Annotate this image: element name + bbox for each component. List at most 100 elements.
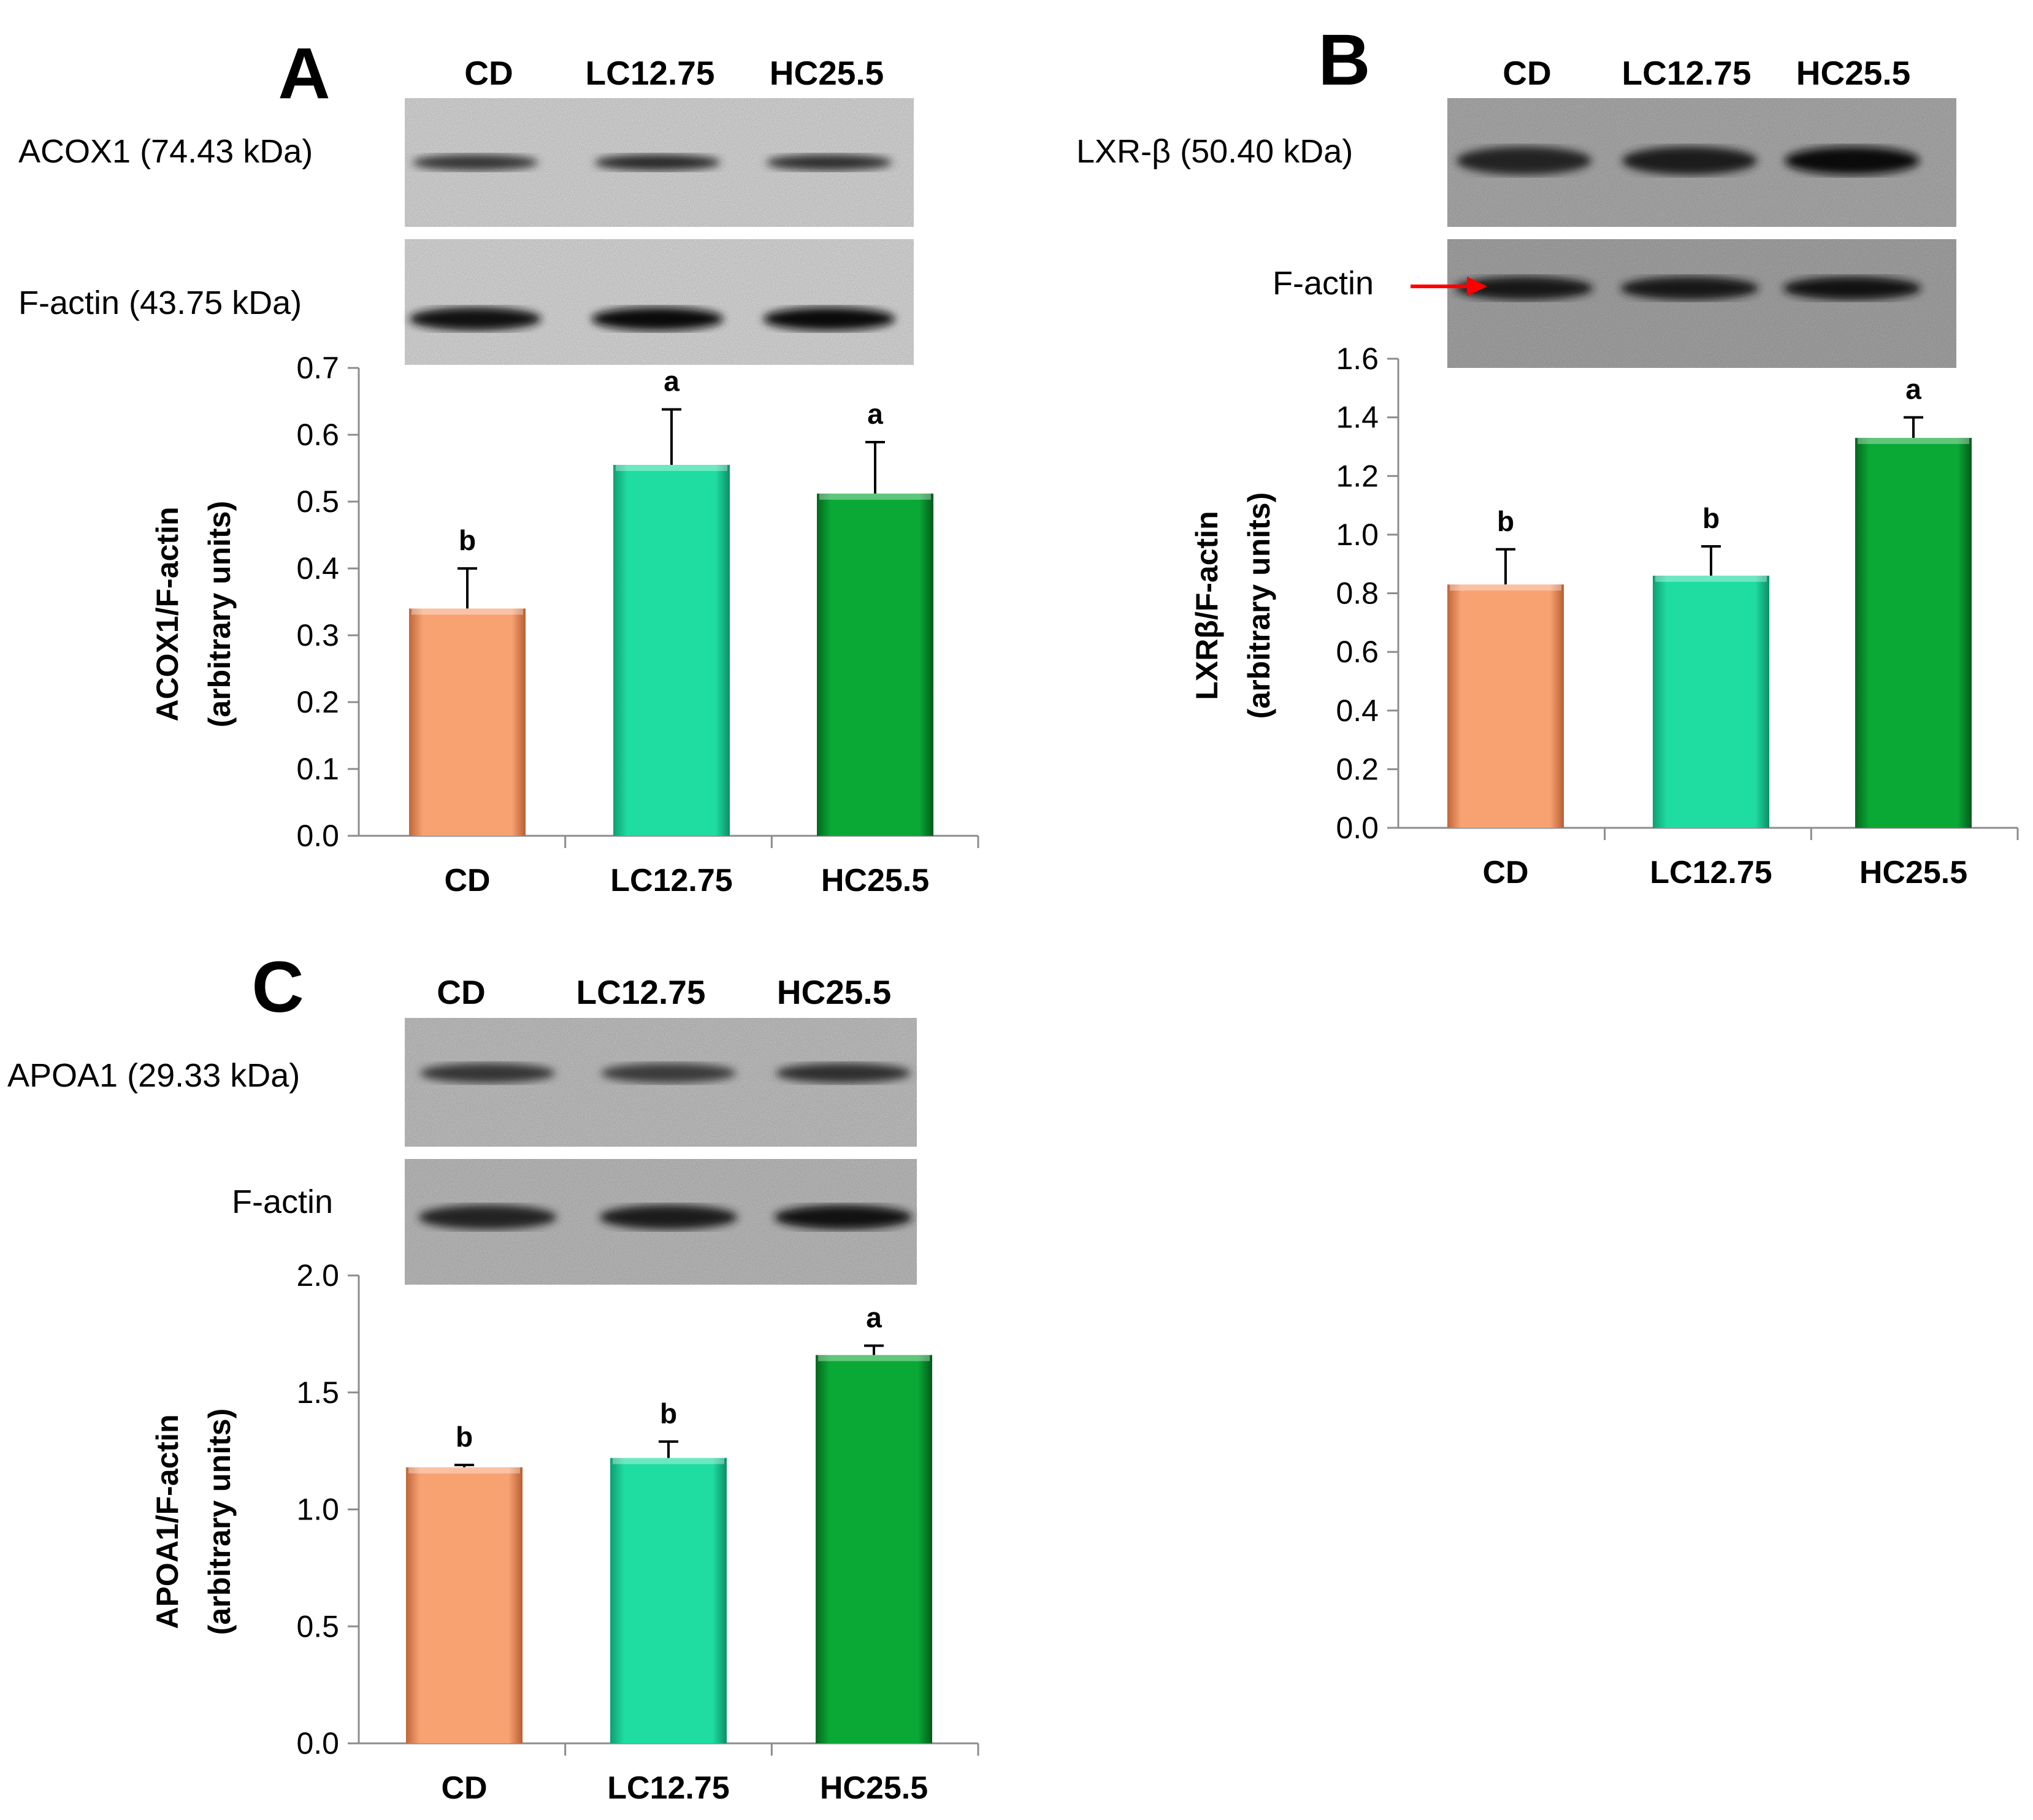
x-category-label: HC25.5 <box>820 1770 928 1806</box>
blot-f-actin <box>1447 239 1956 368</box>
x-category-label: CD <box>1482 855 1528 890</box>
bar-lc12-75 <box>1653 575 1769 828</box>
lane-header: HC25.5 <box>770 54 884 92</box>
bar-highlight <box>818 1355 930 1361</box>
x-category-label: LC12.75 <box>607 1770 729 1806</box>
y-tick-label: 0.5 <box>296 484 339 519</box>
y-tick-label: 2.0 <box>296 1258 339 1293</box>
red-arrow <box>1411 277 1487 296</box>
lane-header: CD <box>437 973 485 1011</box>
y-tick-label: 0.2 <box>1336 752 1379 786</box>
bar-hc25-5 <box>816 1355 932 1743</box>
x-category-label: CD <box>444 863 490 898</box>
blot-noise <box>405 1159 917 1285</box>
bar-hc25-5 <box>817 493 933 836</box>
bar-highlight <box>1655 575 1767 582</box>
y-tick-label: 0.2 <box>296 685 339 719</box>
y-tick-label: 1.0 <box>1336 518 1379 552</box>
y-tick-label: 1.6 <box>1336 342 1379 376</box>
y-axis-label-units: (arbitrary units) <box>202 1409 237 1635</box>
blot-label: LXR-β (50.40 kDa) <box>1076 133 1353 170</box>
y-axis-label: ACOX1/F-actin <box>150 507 185 721</box>
bar-highlight <box>1450 584 1561 591</box>
significance-letter: b <box>1702 502 1720 534</box>
y-tick-label: 0.7 <box>296 351 339 385</box>
panel-letter: A <box>278 33 330 114</box>
y-tick-label: 1.4 <box>1336 400 1379 435</box>
lane-header: HC25.5 <box>1796 54 1910 92</box>
blot-apoa1 <box>405 1018 917 1147</box>
significance-letter: b <box>660 1398 677 1429</box>
x-category-label: LC12.75 <box>610 863 732 898</box>
panel-c: C CD LC12.75 HC25.5 APOA1 (29.33 kDa) F-… <box>7 947 979 1806</box>
bar-highlight <box>616 465 727 472</box>
lane-header: LC12.75 <box>586 54 715 92</box>
y-axis-label-units: (arbitrary units) <box>202 501 237 728</box>
lane-header: LC12.75 <box>576 973 706 1011</box>
bar-hc25-5 <box>1855 438 1972 828</box>
blot-noise <box>405 239 914 365</box>
significance-letter: a <box>867 398 883 430</box>
panel-letter: B <box>1318 20 1370 101</box>
panel-letter: C <box>251 947 304 1028</box>
y-axis-label: LXRβ/F-actin <box>1190 511 1224 700</box>
bar-lc12-75 <box>613 465 730 836</box>
y-tick-label: 0.5 <box>296 1609 339 1643</box>
blot-noise <box>405 98 914 227</box>
blot-label: ACOX1 (74.43 kDa) <box>18 133 313 170</box>
significance-letter: a <box>866 1301 882 1333</box>
blot-noise <box>1447 98 1956 227</box>
significance-letter: b <box>456 1421 473 1453</box>
bar-cd <box>406 1467 523 1743</box>
y-axis-label: APOA1/F-actin <box>150 1414 185 1629</box>
blot-acox1 <box>405 98 914 227</box>
bar-highlight <box>1858 438 1969 445</box>
y-axis-label-units: (arbitrary units) <box>1242 492 1276 719</box>
x-category-label: HC25.5 <box>821 863 929 898</box>
blot-label: F-actin <box>1273 265 1374 302</box>
significance-letter: a <box>664 365 680 397</box>
blot-noise <box>405 1018 917 1147</box>
panel-b: B CD LC12.75 HC25.5 LXR-β (50.40 kDa) F-… <box>1076 20 2019 890</box>
bar-cd <box>409 608 526 836</box>
y-tick-label: 1.5 <box>296 1375 339 1410</box>
y-tick-label: 0.0 <box>296 819 339 853</box>
y-tick-label: 0.8 <box>1336 576 1379 611</box>
y-tick-label: 0.0 <box>1336 811 1379 845</box>
blot-f-actin <box>405 1159 917 1285</box>
blot-noise <box>1447 239 1956 368</box>
lane-header: CD <box>1503 54 1551 92</box>
y-tick-label: 1.2 <box>1336 459 1379 493</box>
y-tick-label: 0.4 <box>1336 694 1379 728</box>
y-tick-label: 0.0 <box>296 1726 339 1761</box>
chart-c: 0.0 0.5 1.0 1.5 2.0 b CD b LC12.75 a HC25.5 APOA1/F… <box>150 1258 979 1806</box>
y-tick-label: 0.4 <box>296 551 339 586</box>
lane-header: LC12.75 <box>1622 54 1752 92</box>
blot-label: APOA1 (29.33 kDa) <box>7 1057 300 1094</box>
x-category-label: LC12.75 <box>1650 855 1772 890</box>
significance-letter: a <box>1905 373 1921 405</box>
chart-b: 0.0 0.2 0.4 0.6 0.8 1.0 1.2 1.4 1.6 b CD b LC12.75 a H… <box>1190 342 2019 890</box>
y-tick-label: 0.6 <box>1336 635 1379 669</box>
significance-letter: b <box>1497 505 1514 537</box>
y-tick-label: 0.3 <box>296 618 339 652</box>
x-category-label: CD <box>441 1770 487 1806</box>
bar-highlight <box>408 1467 520 1474</box>
blot-label: F-actin (43.75 kDa) <box>18 285 302 321</box>
significance-letter: b <box>459 524 476 556</box>
panel-a: A CD LC12.75 HC25.5 ACOX1 (74.43 kDa) F-… <box>18 33 979 898</box>
y-tick-label: 0.1 <box>296 752 339 786</box>
bar-cd <box>1447 584 1564 828</box>
bar-highlight <box>613 1458 724 1464</box>
chart-a: 0.0 0.1 0.2 0.3 0.4 0.5 0.6 0.7 b CD a LC12.75 a HC25… <box>150 351 979 898</box>
bar-lc12-75 <box>610 1458 727 1743</box>
bar-highlight <box>819 493 931 500</box>
blot-lxr-beta <box>1447 98 1956 227</box>
blot-f-actin <box>405 239 914 365</box>
lane-header: HC25.5 <box>777 973 891 1011</box>
y-tick-label: 1.0 <box>296 1493 339 1527</box>
blot-label: F-actin <box>232 1183 333 1220</box>
x-category-label: HC25.5 <box>1859 855 1967 890</box>
lane-header: CD <box>464 54 513 92</box>
